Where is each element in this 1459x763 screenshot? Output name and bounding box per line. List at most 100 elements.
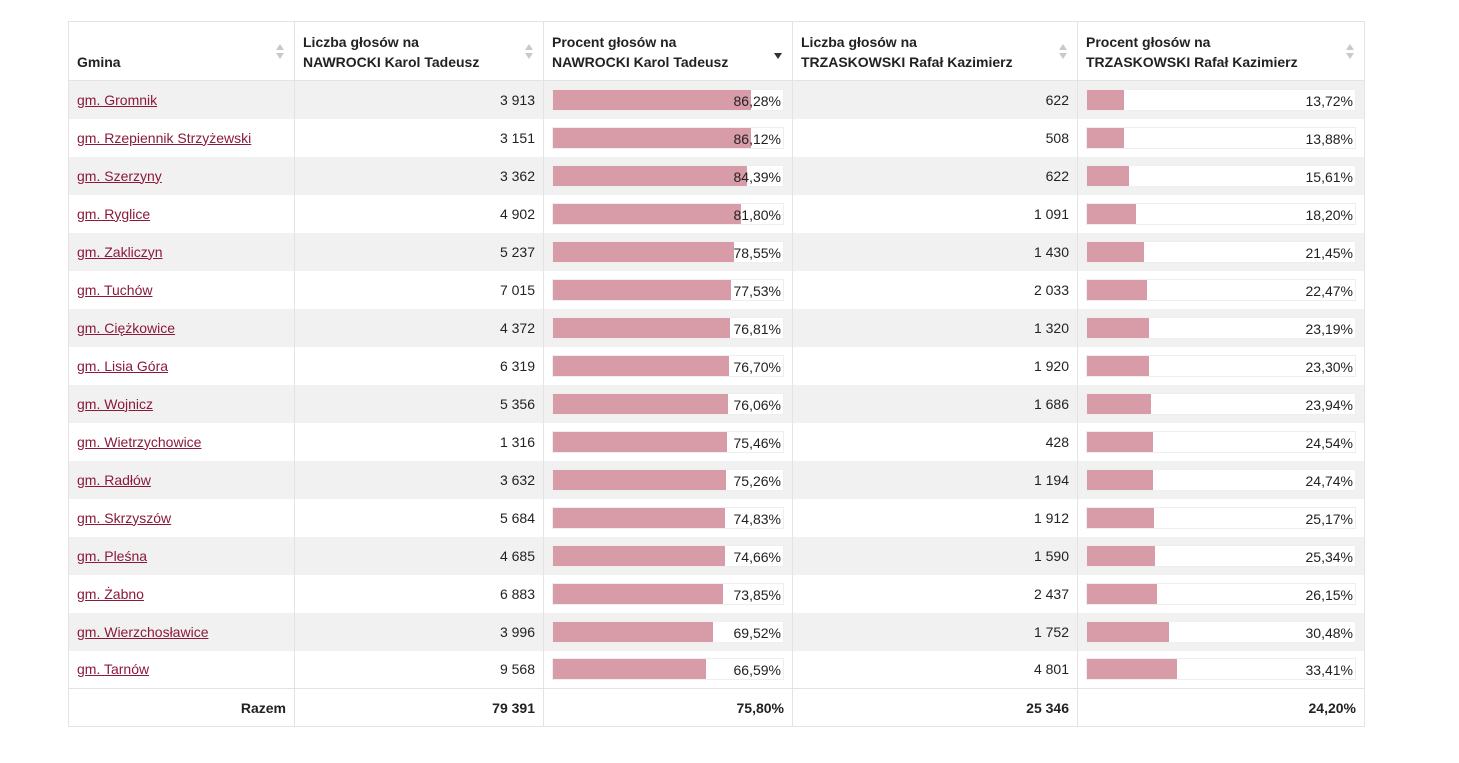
- pct-label: 76,06%: [733, 396, 781, 413]
- table-row: gm. Pleśna 4 685 74,66% 1 590 25,34%: [68, 536, 1365, 575]
- gmina-link[interactable]: gm. Ciężkowice: [77, 319, 176, 336]
- cell-pct-a: 76,06%: [543, 384, 793, 423]
- pct-bar-fill: [1087, 279, 1148, 300]
- pct-label: 74,83%: [733, 510, 781, 527]
- sort-icon[interactable]: [1346, 44, 1354, 60]
- pct-label: 86,28%: [733, 92, 781, 109]
- gmina-link[interactable]: gm. Wojnicz: [77, 395, 153, 412]
- pct-bar-fill: [553, 583, 723, 604]
- pct-bar: 76,81%: [552, 316, 784, 339]
- table-row: gm. Skrzyszów 5 684 74,83% 1 912 25,17%: [68, 498, 1365, 537]
- table-row: gm. Lisia Góra 6 319 76,70% 1 920 23,30%: [68, 346, 1365, 385]
- cell-votes-b: 4 801: [792, 650, 1078, 689]
- header-votes-a-line1: Liczba głosów na: [303, 34, 419, 50]
- cell-pct-b: 21,45%: [1077, 232, 1365, 271]
- pct-bar: 24,74%: [1086, 468, 1356, 491]
- cell-pct-b: 23,94%: [1077, 384, 1365, 423]
- cell-pct-a: 69,52%: [543, 612, 793, 651]
- cell-pct-b: 33,41%: [1077, 650, 1365, 689]
- header-votes-b[interactable]: Liczba głosów na TRZASKOWSKI Rafał Kazim…: [792, 21, 1078, 81]
- cell-pct-b: 30,48%: [1077, 612, 1365, 651]
- gmina-link[interactable]: gm. Żabno: [77, 585, 144, 602]
- gmina-link[interactable]: gm. Wierzchosławice: [77, 623, 209, 640]
- pct-label: 13,72%: [1305, 92, 1353, 109]
- gmina-link[interactable]: gm. Gromnik: [77, 91, 158, 108]
- pct-bar-fill: [1087, 317, 1150, 338]
- table-row: gm. Wierzchosławice 3 996 69,52% 1 752 30,48…: [68, 612, 1365, 651]
- cell-votes-b: 622: [792, 156, 1078, 195]
- gmina-link[interactable]: gm. Tarnów: [77, 661, 150, 678]
- cell-pct-b: 23,19%: [1077, 308, 1365, 347]
- pct-label: 23,19%: [1305, 320, 1353, 337]
- header-pct-b-line1: Procent głosów na: [1086, 34, 1211, 50]
- cell-votes-a: 3 151: [294, 118, 544, 157]
- cell-pct-a: 75,26%: [543, 460, 793, 499]
- pct-label: 25,34%: [1305, 548, 1353, 565]
- gmina-link[interactable]: gm. Ryglice: [77, 205, 151, 222]
- pct-label: 21,45%: [1305, 244, 1353, 261]
- pct-bar: 74,83%: [552, 506, 784, 529]
- header-gmina[interactable]: Gmina: [68, 21, 295, 81]
- cell-votes-b: 1 320: [792, 308, 1078, 347]
- gmina-link[interactable]: gm. Pleśna: [77, 547, 148, 564]
- sort-descending-icon[interactable]: [774, 44, 782, 60]
- pct-label: 74,66%: [733, 548, 781, 565]
- gmina-link[interactable]: gm. Lisia Góra: [77, 357, 169, 374]
- cell-votes-a: 3 913: [294, 80, 544, 119]
- table-row: gm. Rzepiennik Strzyżewski 3 151 86,12% 508…: [68, 118, 1365, 157]
- pct-bar: 30,48%: [1086, 620, 1356, 643]
- gmina-link[interactable]: gm. Rzepiennik Strzyżewski: [77, 129, 252, 146]
- pct-bar-fill: [1087, 507, 1155, 528]
- cell-votes-b: 2 033: [792, 270, 1078, 309]
- cell-votes-a: 7 015: [294, 270, 544, 309]
- cell-votes-b: 508: [792, 118, 1078, 157]
- cell-gmina: gm. Wierzchosławice: [68, 612, 295, 651]
- pct-bar-fill: [1087, 203, 1136, 224]
- header-votes-a[interactable]: Liczba głosów na NAWROCKI Karol Tadeusz: [294, 21, 544, 81]
- cell-pct-a: 75,46%: [543, 422, 793, 461]
- gmina-link[interactable]: gm. Tuchów: [77, 281, 153, 298]
- header-pct-a[interactable]: Procent głosów na NAWROCKI Karol Tadeusz: [543, 21, 793, 81]
- pct-bar: 15,61%: [1086, 164, 1356, 187]
- table-row: gm. Ryglice 4 902 81,80% 1 091 18,20%: [68, 194, 1365, 233]
- cell-pct-a: 86,12%: [543, 118, 793, 157]
- pct-bar: 73,85%: [552, 582, 784, 605]
- gmina-link[interactable]: gm. Szerzyny: [77, 167, 162, 184]
- pct-bar: 26,15%: [1086, 582, 1356, 605]
- cell-votes-a: 5 237: [294, 232, 544, 271]
- cell-pct-b: 22,47%: [1077, 270, 1365, 309]
- total-pct-b: 24,20%: [1077, 688, 1365, 727]
- pct-label: 15,61%: [1305, 168, 1353, 185]
- header-votes-b-line2: TRZASKOWSKI Rafał Kazimierz: [801, 54, 1013, 70]
- total-label: Razem: [68, 688, 295, 727]
- pct-bar-fill: [1087, 545, 1155, 566]
- pct-label: 30,48%: [1305, 624, 1353, 641]
- pct-bar-fill: [553, 621, 713, 642]
- cell-pct-b: 24,74%: [1077, 460, 1365, 499]
- gmina-link[interactable]: gm. Skrzyszów: [77, 509, 172, 526]
- gmina-link[interactable]: gm. Zakliczyn: [77, 243, 163, 260]
- gmina-link[interactable]: gm. Radłów: [77, 471, 151, 488]
- sort-icon[interactable]: [525, 44, 533, 60]
- pct-bar: 76,70%: [552, 354, 784, 377]
- cell-votes-a: 1 316: [294, 422, 544, 461]
- pct-bar: 23,30%: [1086, 354, 1356, 377]
- pct-bar-fill: [553, 127, 752, 148]
- pct-label: 73,85%: [733, 586, 781, 603]
- pct-bar: 23,19%: [1086, 316, 1356, 339]
- gmina-link[interactable]: gm. Wietrzychowice: [77, 433, 202, 450]
- cell-votes-b: 428: [792, 422, 1078, 461]
- cell-pct-a: 76,70%: [543, 346, 793, 385]
- pct-label: 76,70%: [733, 358, 781, 375]
- results-table: Gmina Liczba głosów na NAWROCKI Karol Ta…: [68, 21, 1365, 727]
- header-pct-b[interactable]: Procent głosów na TRZASKOWSKI Rafał Kazi…: [1077, 21, 1365, 81]
- sort-icon[interactable]: [1059, 44, 1067, 60]
- cell-gmina: gm. Tuchów: [68, 270, 295, 309]
- pct-label: 13,88%: [1305, 130, 1353, 147]
- sort-icon[interactable]: [276, 44, 284, 60]
- cell-pct-a: 76,81%: [543, 308, 793, 347]
- pct-label: 75,26%: [733, 472, 781, 489]
- pct-bar: 18,20%: [1086, 202, 1356, 225]
- table-row: gm. Ciężkowice 4 372 76,81% 1 320 23,19%: [68, 308, 1365, 347]
- pct-bar: 78,55%: [552, 240, 784, 263]
